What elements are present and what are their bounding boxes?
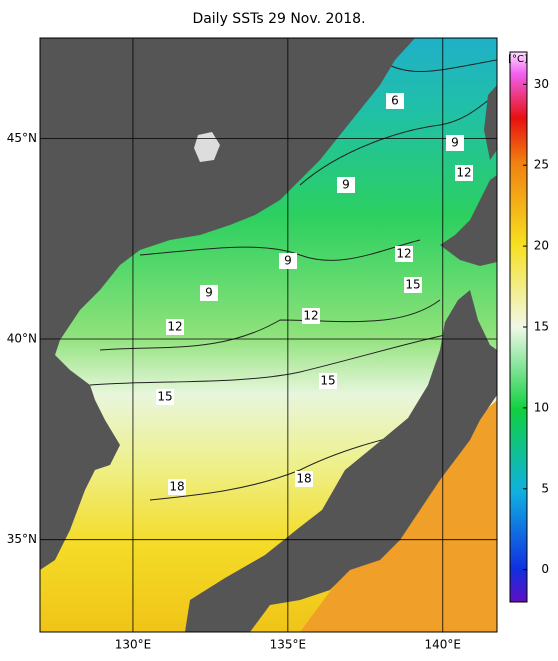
- land-sakhalin: [484, 85, 497, 160]
- contour-label: 6: [391, 94, 399, 108]
- contour-label: 12: [456, 166, 471, 180]
- contour-label-box: [446, 135, 464, 151]
- contour-label: 9: [284, 254, 292, 268]
- contour-label: 12: [303, 309, 318, 323]
- colorbar-tick-label: 0: [541, 562, 549, 576]
- contour-label: 12: [396, 247, 411, 261]
- colorbar-tick-label: 30: [534, 77, 549, 91]
- map-title: Daily SSTs 29 Nov. 2018.: [192, 11, 365, 27]
- contour-label: 18: [169, 480, 184, 494]
- land-hokkaido: [440, 175, 497, 266]
- contour-label-box: [337, 177, 355, 193]
- land-asia: [40, 38, 415, 570]
- lake: [194, 132, 220, 162]
- contour-label: 9: [451, 136, 459, 150]
- land-honshu: [185, 290, 497, 632]
- contour-label-box: [200, 285, 218, 301]
- y-tick-label: 45°N: [7, 131, 37, 145]
- map-frame: [39, 37, 498, 633]
- colorbar-unit: [°C]: [508, 54, 528, 65]
- contour-label: 18: [296, 472, 311, 486]
- contour-label: 15: [157, 390, 172, 404]
- graticule: [40, 38, 497, 632]
- contour-label-box: [166, 319, 184, 335]
- contour-label: 15: [405, 278, 420, 292]
- contour-label-box: [395, 246, 413, 262]
- contour-label-box: [404, 277, 422, 293]
- y-tick-label: 35°N: [7, 532, 37, 546]
- contour-label: 15: [320, 374, 335, 388]
- contour-label-box: [295, 471, 313, 487]
- colorbar-tick-label: 5: [541, 481, 549, 495]
- contour-label: 12: [167, 320, 182, 334]
- contour-label: 9: [342, 178, 350, 192]
- contour-label-box: [302, 308, 320, 324]
- contour-label-box: [455, 165, 473, 181]
- map-area: [40, 38, 497, 632]
- x-tick-label: 140°E: [425, 638, 462, 652]
- contour-label-box: [156, 389, 174, 405]
- y-tick-label: 40°N: [7, 332, 37, 346]
- contour-label-box: [319, 373, 337, 389]
- x-tick-label: 135°E: [270, 638, 307, 652]
- colorbar-tick-label: 15: [534, 320, 549, 334]
- contour-label-box: [386, 93, 404, 109]
- colorbar-tick-label: 10: [534, 400, 549, 414]
- colorbar-tick-label: 20: [534, 239, 549, 253]
- x-tick-label: 130°E: [115, 638, 152, 652]
- contour-label-box: [279, 253, 297, 269]
- contour-label-box: [168, 479, 186, 495]
- contour-label: 9: [205, 286, 213, 300]
- colorbar-tick-label: 25: [534, 158, 549, 172]
